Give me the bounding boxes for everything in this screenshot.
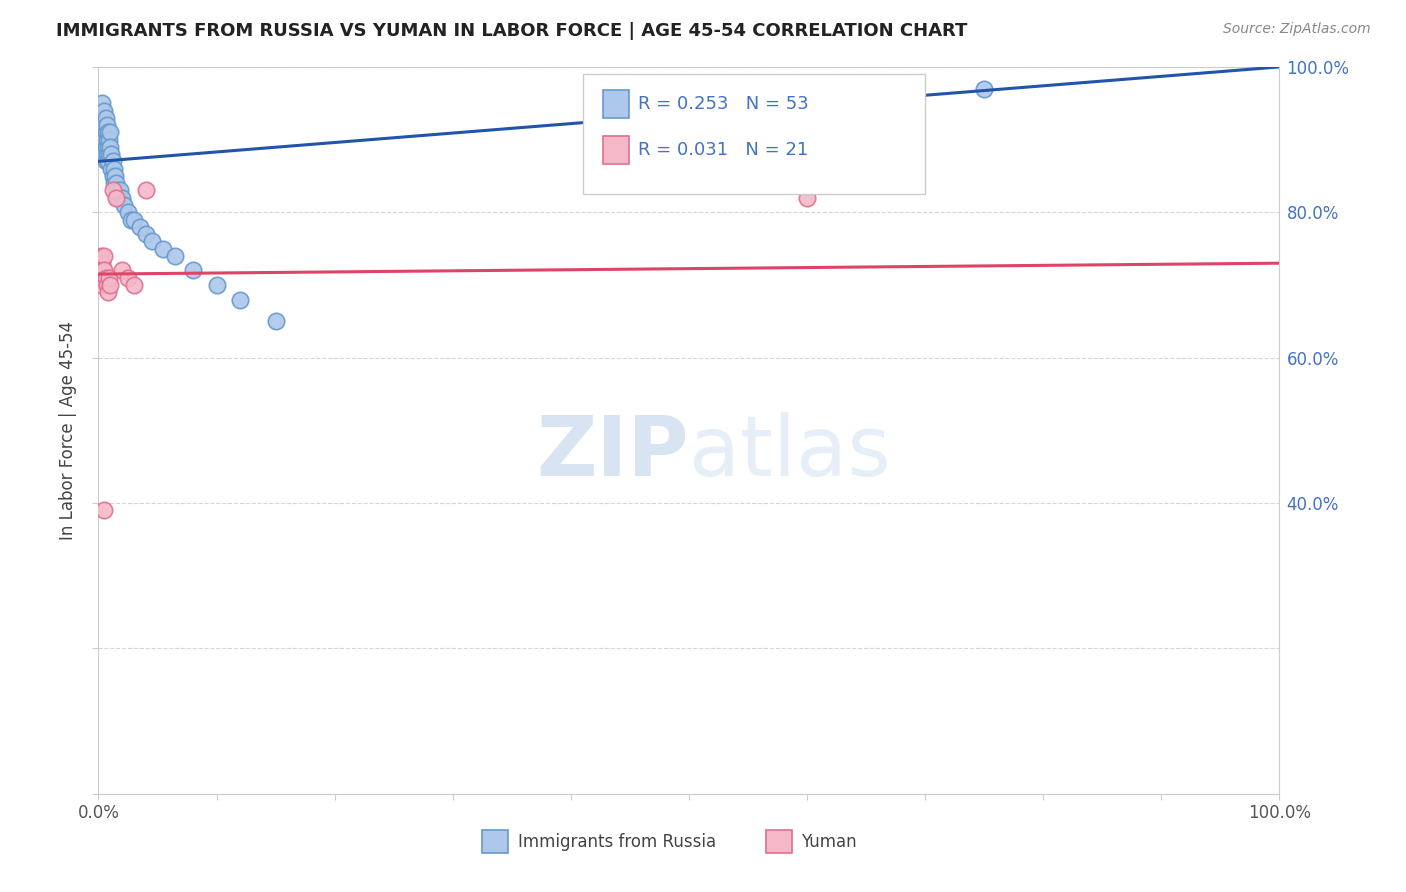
- Point: [128, 219, 150, 234]
- Point: [105, 176, 128, 190]
- Point: [93, 118, 115, 132]
- Point: [94, 154, 117, 169]
- Point: [103, 176, 125, 190]
- Point: [101, 154, 124, 169]
- Point: [91, 256, 114, 270]
- Point: [135, 184, 157, 198]
- Point: [93, 103, 115, 118]
- Text: R = 0.253   N = 53: R = 0.253 N = 53: [638, 95, 808, 113]
- Text: R = 0.031   N = 21: R = 0.031 N = 21: [638, 141, 808, 159]
- Point: [101, 169, 124, 183]
- Point: [91, 140, 114, 154]
- Point: [205, 278, 228, 293]
- Point: [90, 278, 112, 293]
- Point: [94, 270, 117, 285]
- Point: [93, 147, 115, 161]
- Point: [135, 227, 157, 241]
- Point: [100, 147, 122, 161]
- Point: [91, 132, 114, 146]
- Point: [121, 212, 143, 227]
- Point: [94, 111, 117, 125]
- Point: [89, 263, 111, 277]
- Point: [100, 161, 122, 176]
- FancyBboxPatch shape: [766, 830, 792, 854]
- FancyBboxPatch shape: [603, 136, 628, 163]
- Point: [89, 111, 111, 125]
- Point: [117, 270, 139, 285]
- Point: [152, 242, 174, 256]
- Point: [93, 263, 115, 277]
- Point: [229, 293, 252, 307]
- Text: IMMIGRANTS FROM RUSSIA VS YUMAN IN LABOR FORCE | AGE 45-54 CORRELATION CHART: IMMIGRANTS FROM RUSSIA VS YUMAN IN LABOR…: [56, 22, 967, 40]
- Point: [264, 314, 287, 328]
- Point: [98, 278, 121, 293]
- Point: [90, 249, 112, 263]
- Point: [91, 111, 114, 125]
- Point: [111, 263, 134, 277]
- Point: [141, 235, 163, 249]
- Point: [105, 184, 128, 198]
- Point: [165, 249, 187, 263]
- Point: [96, 132, 118, 146]
- Point: [91, 96, 114, 111]
- FancyBboxPatch shape: [582, 74, 925, 194]
- Point: [97, 154, 120, 169]
- Point: [796, 191, 818, 205]
- Point: [97, 140, 120, 154]
- Point: [97, 285, 120, 300]
- Y-axis label: In Labor Force | Age 45-54: In Labor Force | Age 45-54: [59, 321, 77, 540]
- Point: [105, 191, 128, 205]
- Text: atlas: atlas: [689, 412, 890, 492]
- Point: [101, 184, 124, 198]
- Point: [93, 132, 115, 146]
- Point: [104, 169, 127, 183]
- Point: [90, 125, 112, 139]
- Point: [117, 205, 139, 219]
- Point: [94, 140, 117, 154]
- Point: [94, 125, 117, 139]
- Point: [96, 147, 118, 161]
- Point: [107, 191, 129, 205]
- Point: [91, 118, 114, 132]
- Point: [973, 81, 995, 95]
- Point: [96, 278, 118, 293]
- Point: [122, 212, 145, 227]
- FancyBboxPatch shape: [603, 90, 628, 118]
- Point: [98, 125, 121, 139]
- Point: [111, 191, 134, 205]
- Text: ZIP: ZIP: [537, 412, 689, 492]
- Text: Source: ZipAtlas.com: Source: ZipAtlas.com: [1223, 22, 1371, 37]
- Point: [98, 132, 121, 146]
- FancyBboxPatch shape: [482, 830, 508, 854]
- Point: [98, 140, 121, 154]
- Point: [98, 147, 121, 161]
- Point: [181, 263, 204, 277]
- Point: [97, 125, 120, 139]
- Point: [112, 198, 135, 212]
- Point: [90, 103, 112, 118]
- Point: [103, 161, 125, 176]
- Point: [122, 278, 145, 293]
- Text: Immigrants from Russia: Immigrants from Russia: [517, 833, 716, 851]
- Point: [91, 125, 114, 139]
- Point: [93, 503, 115, 517]
- Point: [91, 263, 114, 277]
- Text: Yuman: Yuman: [801, 833, 856, 851]
- Point: [98, 270, 121, 285]
- Point: [91, 270, 114, 285]
- Point: [108, 184, 131, 198]
- Point: [93, 249, 115, 263]
- Point: [96, 118, 118, 132]
